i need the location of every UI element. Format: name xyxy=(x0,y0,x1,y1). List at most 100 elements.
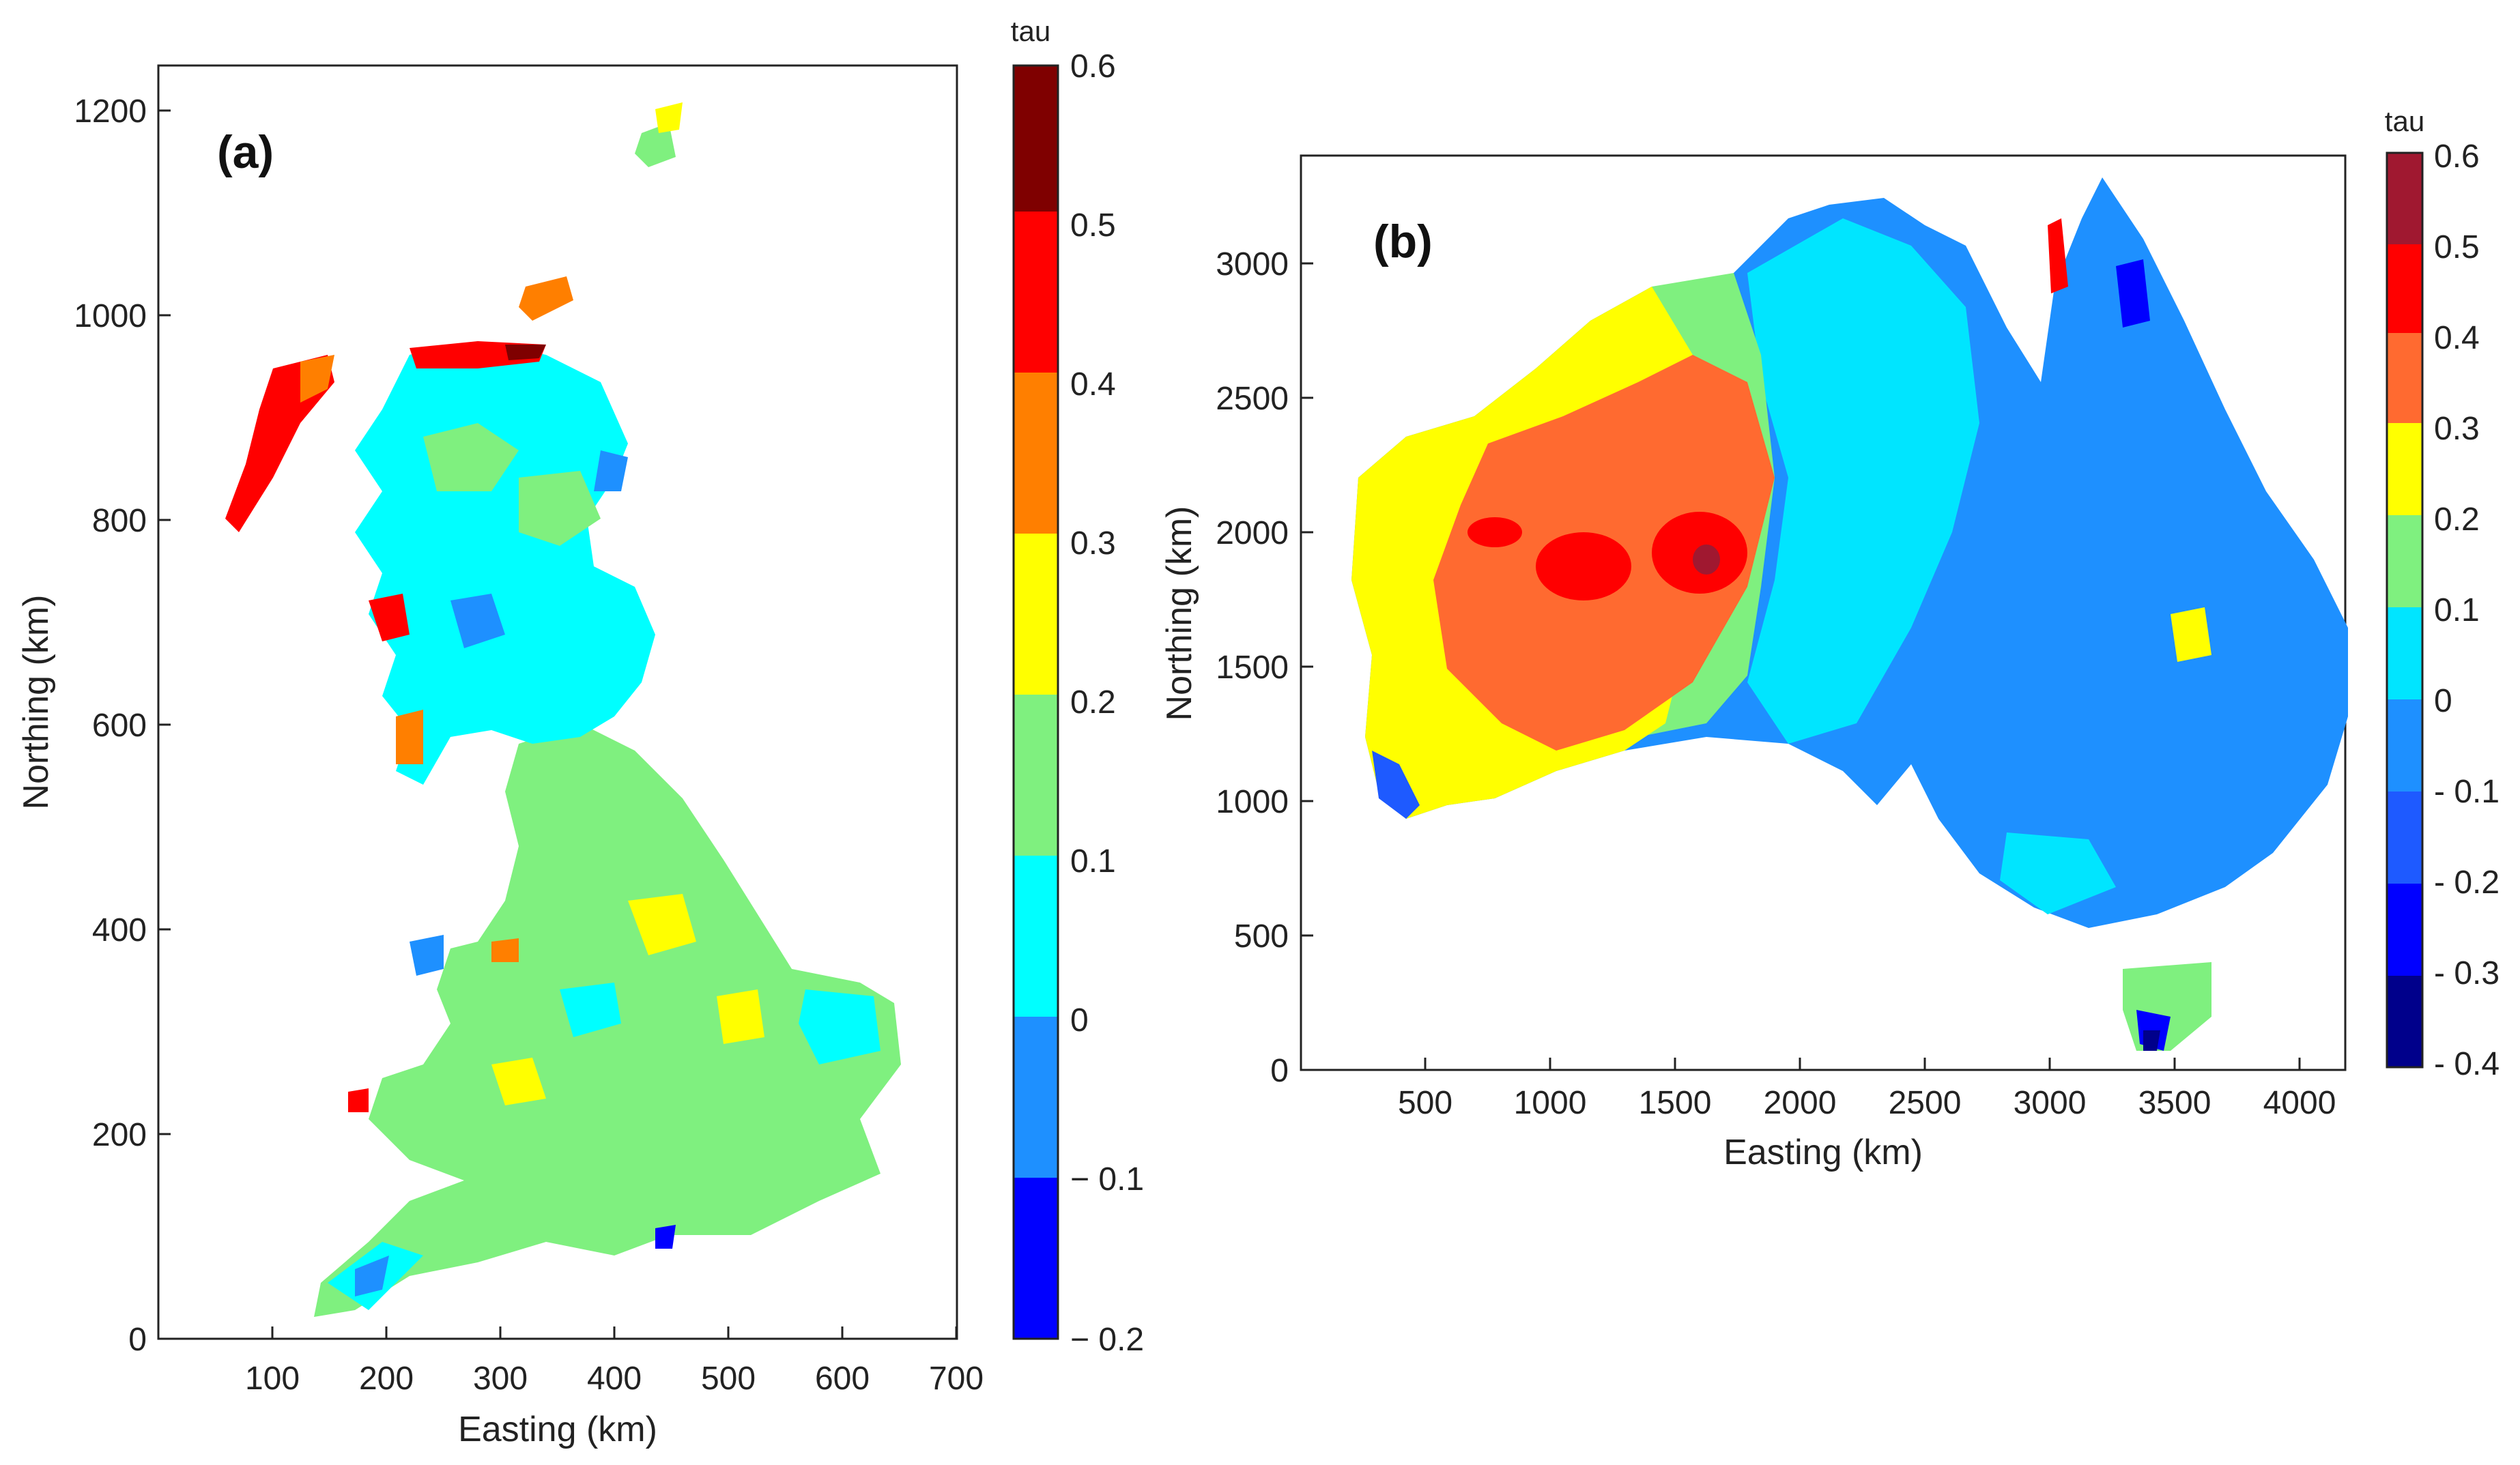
panel-a: 100 200 300 400 500 600 700 0 200 400 60… xyxy=(16,15,1144,1449)
panel-b-x-tick-labels: 500 1000 1500 2000 2500 3000 3500 4000 xyxy=(1398,1085,2336,1121)
panel-a-y-tick-label: 400 xyxy=(92,912,147,948)
panel-a-x-tick-label: 400 xyxy=(587,1361,642,1397)
panel-b-x-tick-label: 4000 xyxy=(2263,1085,2336,1121)
panel-a-y-tick-label: 0 xyxy=(128,1322,147,1358)
panel-a-y-tick-label: 800 xyxy=(92,503,147,539)
gb-orkney xyxy=(519,276,573,321)
gb-eng-yellow-2 xyxy=(717,989,764,1044)
colorbar-b-bin xyxy=(2387,244,2422,333)
colorbar-a-bin xyxy=(1014,66,1058,212)
panel-b-colorbar-title: tau xyxy=(2385,105,2424,137)
au-darkred-blob xyxy=(1693,545,1720,575)
colorbar-a-bin xyxy=(1014,212,1058,373)
panel-b-x-axis-title: Easting (km) xyxy=(1723,1133,1923,1172)
colorbar-b-bin xyxy=(2387,976,2422,1067)
au-ne-red xyxy=(2048,218,2068,293)
panel-b-colorbar: tau 0.6 0.5 0.4 0.3 0.2 0.1 0 - 0.1 - 0.… xyxy=(2385,105,2500,1082)
gb-eng-cyan-2 xyxy=(560,983,621,1037)
au-cyan-band xyxy=(1747,218,1979,744)
au-east-darkblue xyxy=(2116,259,2150,328)
au-sw-blue xyxy=(1372,751,1420,819)
gb-shetland xyxy=(635,123,676,167)
colorbar-b-bin xyxy=(2387,607,2422,699)
colorbar-b-tick-label: 0.6 xyxy=(2434,139,2480,175)
colorbar-a-tick-label: 0.5 xyxy=(1070,207,1116,244)
gb-eng-blue-2 xyxy=(655,1225,676,1249)
panel-a-map xyxy=(225,102,901,1317)
panel-b-x-ticks xyxy=(1424,1058,2301,1070)
gb-west-red xyxy=(369,594,410,641)
colorbar-b-bin xyxy=(2387,699,2422,792)
panel-a-x-tick-label: 500 xyxy=(701,1361,756,1397)
au-tasmania-darkblue xyxy=(2143,1030,2160,1051)
panel-b-x-tick-label: 3000 xyxy=(2014,1085,2087,1121)
panel-b-y-tick-labels: 0 500 1000 1500 2000 2500 3000 xyxy=(1216,246,1289,1089)
panel-b-x-tick-label: 2000 xyxy=(1764,1085,1837,1121)
colorbar-a-tick-label: 0.2 xyxy=(1070,684,1116,721)
colorbar-a-bin xyxy=(1014,695,1058,856)
gb-wales-blue xyxy=(410,935,444,976)
colorbar-b-tick-label: 0.1 xyxy=(2434,592,2480,628)
colorbar-b-tick-label: 0 xyxy=(2434,683,2452,719)
panel-a-x-tick-labels: 100 200 300 400 500 600 700 xyxy=(245,1361,984,1397)
au-red-blob-1 xyxy=(1536,532,1631,600)
panel-a-x-tick-label: 300 xyxy=(473,1361,528,1397)
panel-b-y-tick-label: 0 xyxy=(1270,1053,1289,1089)
gb-eng-yellow-1 xyxy=(628,894,696,955)
panel-a-x-tick-label: 200 xyxy=(359,1361,414,1397)
panel-a-x-ticks xyxy=(271,1326,958,1339)
gb-eng-yellow-3 xyxy=(491,1058,546,1105)
panel-a-y-ticks xyxy=(158,109,171,1340)
panel-a-y-tick-label: 1200 xyxy=(74,93,147,130)
colorbar-b-bin xyxy=(2387,884,2422,976)
au-red-blob-3 xyxy=(1467,517,1522,547)
panel-a-y-tick-label: 200 xyxy=(92,1117,147,1153)
colorbar-a-tick-label: − 0.2 xyxy=(1070,1322,1144,1358)
panel-a-y-axis-title: Northing (km) xyxy=(16,595,56,810)
panel-a-y-tick-labels: 0 200 400 600 800 1000 1200 xyxy=(74,93,147,1358)
panel-a-colorbar: tau 0.6 0.5 0.4 0.3 0.2 0.1 0 − 0.1 − 0.… xyxy=(1011,15,1144,1358)
panel-a-label: (a) xyxy=(217,126,274,178)
gb-wales-red xyxy=(348,1088,369,1112)
panel-b-y-axis-title: Northing (km) xyxy=(1160,506,1199,721)
panel-b-x-tick-label: 3500 xyxy=(2138,1085,2211,1121)
gb-eng-cyan-1 xyxy=(799,989,880,1064)
colorbar-a-tick-label: − 0.1 xyxy=(1070,1161,1144,1198)
colorbar-a-bin xyxy=(1014,1017,1058,1178)
panel-b-x-tick-label: 2500 xyxy=(1889,1085,1962,1121)
colorbar-b-tick-label: - 0.3 xyxy=(2434,955,2500,991)
colorbar-b-tick-label: 0.5 xyxy=(2434,229,2480,265)
gb-wales-orange xyxy=(491,938,519,962)
colorbar-a-tick-label: 0.6 xyxy=(1070,48,1116,85)
colorbar-b-tick-label: - 0.2 xyxy=(2434,865,2500,901)
panel-b-x-tick-label: 500 xyxy=(1398,1085,1452,1121)
colorbar-b-tick-label: - 0.1 xyxy=(2434,774,2500,810)
gb-north-darkred xyxy=(505,345,546,360)
panel-a-y-tick-label: 1000 xyxy=(74,298,147,334)
gb-scotland-blue-1 xyxy=(594,450,628,491)
colorbar-b-bin xyxy=(2387,423,2422,515)
panel-b-x-tick-label: 1500 xyxy=(1639,1085,1712,1121)
panel-a-x-axis-title: Easting (km) xyxy=(458,1410,657,1449)
panel-b-y-tick-label: 2000 xyxy=(1216,515,1289,551)
colorbar-b-bin xyxy=(2387,515,2422,607)
colorbar-a-tick-label: 0.3 xyxy=(1070,525,1116,562)
panel-b-y-ticks xyxy=(1301,262,1313,1071)
gb-west-orange xyxy=(396,710,423,764)
gb-scotland-green-2 xyxy=(519,471,601,546)
colorbar-a-bin xyxy=(1014,856,1058,1017)
colorbar-a-tick-label: 0.1 xyxy=(1070,843,1116,880)
panel-b-y-tick-label: 1500 xyxy=(1216,650,1289,686)
colorbar-a-bin xyxy=(1014,1178,1058,1339)
panel-a-x-tick-label: 100 xyxy=(245,1361,300,1397)
colorbar-a-tick-label: 0.4 xyxy=(1070,366,1116,403)
panel-b-y-tick-label: 2500 xyxy=(1216,381,1289,417)
colorbar-b-bin xyxy=(2387,792,2422,884)
colorbar-a-tick-label: 0 xyxy=(1070,1002,1089,1039)
colorbar-b-tick-label: 0.2 xyxy=(2434,502,2480,538)
colorbar-b-tick-label: 0.3 xyxy=(2434,411,2480,447)
panel-b-y-tick-label: 3000 xyxy=(1216,246,1289,282)
colorbar-b-frame xyxy=(2386,151,2424,1069)
panel-b-map xyxy=(1351,177,2348,1051)
